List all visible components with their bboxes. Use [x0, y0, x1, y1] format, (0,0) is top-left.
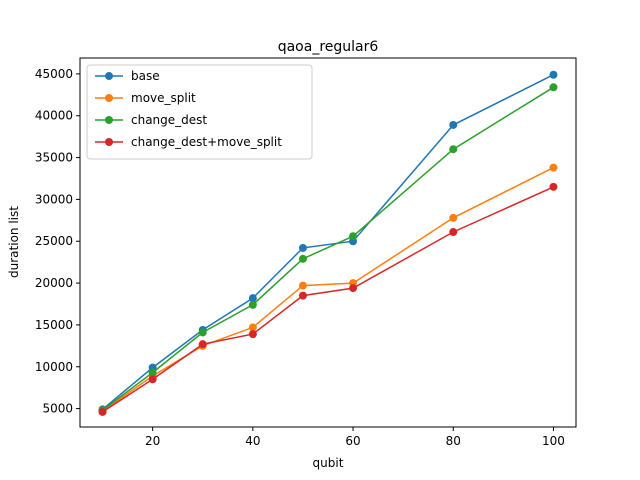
data-point-change_dest+move_split-20	[148, 375, 157, 384]
legend-item-change_dest: change_dest	[95, 113, 207, 127]
series-move_split	[98, 163, 558, 416]
y-tick-label: 25000	[35, 234, 73, 248]
x-tick-label: 100	[542, 434, 565, 448]
y-tick-label: 45000	[35, 67, 73, 81]
series-line-change_dest	[102, 86, 554, 411]
legend-label: change_dest	[131, 113, 207, 127]
legend-item-change_dest+move_split: change_dest+move_split	[95, 135, 282, 149]
data-point-change_dest+move_split-10	[98, 407, 107, 416]
data-point-base-100	[549, 70, 558, 79]
axes-frame	[79, 57, 577, 428]
data-point-base-50	[298, 243, 307, 252]
legend-swatch-marker	[105, 138, 113, 146]
y-axis-label: duration list	[7, 206, 21, 278]
data-point-change_dest+move_split-100	[549, 182, 558, 191]
series-line-move_split	[102, 166, 554, 412]
y-tick-label: 10000	[35, 360, 73, 374]
data-point-change_dest+move_split-30	[198, 340, 207, 349]
data-point-base-40	[248, 294, 257, 303]
legend-item-base: base	[95, 69, 160, 83]
data-point-move_split-100	[549, 163, 558, 172]
legend-swatch-marker	[105, 94, 113, 102]
series-change_dest	[98, 83, 558, 415]
x-tick-label: 40	[245, 434, 260, 448]
legend-label: move_split	[131, 91, 196, 105]
legend: base move_split change_dest change_dest+mov…	[86, 64, 313, 160]
y-tick-label: 30000	[35, 192, 73, 206]
plot-area	[98, 70, 558, 416]
data-point-change_dest-100	[549, 83, 558, 92]
x-tick-label: 80	[446, 434, 461, 448]
data-point-change_dest-80	[449, 145, 458, 154]
data-point-change_dest+move_split-60	[349, 284, 358, 293]
legend-swatch-marker	[105, 72, 113, 80]
data-point-change_dest-20	[148, 368, 157, 377]
y-tick-label: 35000	[35, 151, 73, 165]
data-point-move_split-40	[248, 323, 257, 332]
data-point-change_dest-60	[349, 232, 358, 241]
data-point-change_dest-50	[298, 254, 307, 263]
x-tick-label: 20	[145, 434, 160, 448]
x-axis: 20 40 60 80 100	[145, 427, 565, 448]
legend-label: change_dest+move_split	[131, 135, 282, 149]
data-point-change_dest+move_split-80	[449, 228, 458, 237]
legend-label: base	[131, 69, 160, 83]
series-line-base	[102, 74, 554, 410]
data-point-move_split-80	[449, 213, 458, 222]
y-tick-label: 20000	[35, 276, 73, 290]
series-line-change_dest+move_split	[102, 186, 554, 413]
data-point-change_dest-30	[198, 328, 207, 337]
legend-swatch-marker	[105, 116, 113, 124]
y-tick-label: 40000	[35, 109, 73, 123]
x-axis-label: qubit	[313, 456, 344, 470]
y-tick-label: 5000	[42, 402, 73, 416]
y-axis: 5000 10000 15000 20000 25000 30000 35000 40000 4…	[35, 67, 80, 416]
data-point-move_split-50	[298, 281, 307, 290]
chart-title: qaoa_regular6	[278, 39, 379, 55]
data-point-change_dest+move_split-40	[248, 330, 257, 339]
series-change_dest+move_split	[98, 182, 558, 416]
x-tick-label: 60	[345, 434, 360, 448]
y-tick-label: 15000	[35, 318, 73, 332]
data-point-base-80	[449, 120, 458, 129]
legend-item-move_split: move_split	[95, 91, 196, 105]
data-point-change_dest+move_split-50	[298, 291, 307, 300]
legend-box	[86, 64, 313, 160]
data-point-change_dest-40	[248, 300, 257, 309]
